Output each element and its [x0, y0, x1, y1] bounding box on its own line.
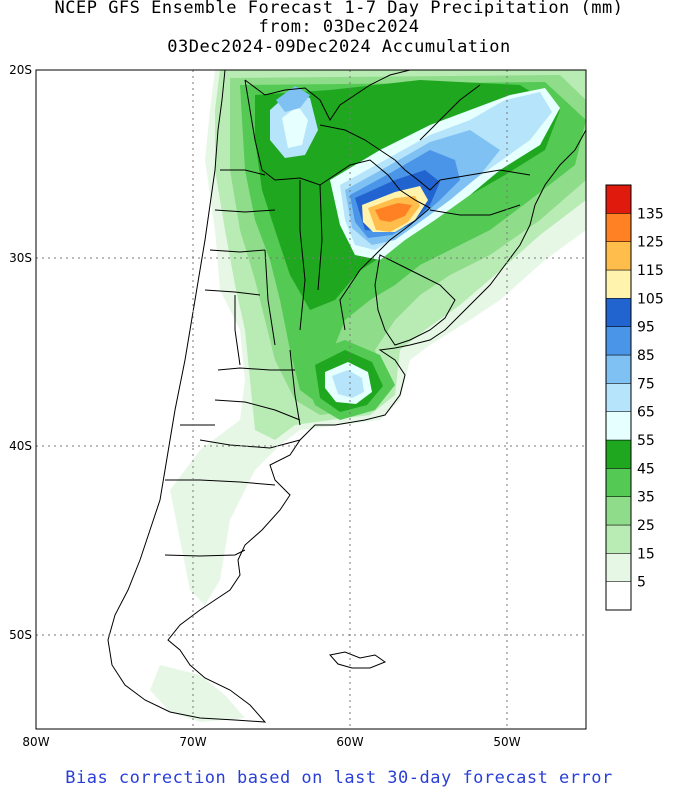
south-america-coastline [107, 70, 586, 723]
map-title-line2: from: 03Dec2024 [258, 17, 420, 37]
lon-label-70w: 70W [179, 735, 206, 749]
legend-swatch-5 [605, 439, 632, 469]
legend-swatch-13 [605, 213, 632, 242]
lon-label-50w: 50W [493, 735, 520, 749]
legend-label-95: 95 [637, 320, 655, 336]
legend-label-85: 85 [637, 348, 655, 364]
bolivia-border [244, 70, 411, 121]
map-gridlines [36, 70, 586, 729]
legend-label-45: 45 [637, 461, 655, 477]
bias-correction-note: Bias correction based on last 30-day for… [65, 768, 613, 788]
province-lines [164, 169, 323, 557]
precipitation-legend: 5 15 25 35 45 55 65 75 85 95 105 115 125 135 [605, 184, 664, 611]
lat-label-50s: 50S [9, 628, 32, 642]
lat-label-40s: 40S [9, 439, 32, 453]
country-borders [107, 70, 586, 723]
legend-swatch-1 [605, 553, 632, 582]
legend-label-25: 25 [637, 518, 655, 534]
legend-label-115: 115 [637, 263, 664, 279]
legend-label-5: 5 [637, 575, 646, 591]
legend-frame [605, 184, 632, 611]
argentina-border [244, 79, 431, 331]
map-title-line3: 03Dec2024-09Dec2024 Accumulation [167, 37, 511, 57]
legend-swatch-14 [605, 184, 632, 214]
legend-swatch-2 [605, 524, 632, 554]
precipitation-field [150, 70, 586, 722]
legend-label-55: 55 [637, 433, 655, 449]
map-frame [35, 69, 587, 730]
paraguay-border [319, 124, 441, 191]
precip-ba-spot-75 [332, 370, 364, 398]
legend-swatch-8 [605, 354, 632, 384]
legend-swatch-12 [605, 241, 632, 271]
lon-label-60w: 60W [336, 735, 363, 749]
precipitation-map: 20S 30S 40S 50S 80W 70W 60W 50W 5 15 25 35 4… [9, 63, 664, 749]
lat-label-20s: 20S [9, 63, 32, 77]
precip-15mm-south [150, 665, 245, 722]
uruguay-border [374, 254, 456, 346]
legend-label-75: 75 [637, 376, 655, 392]
legend-label-105: 105 [637, 291, 664, 307]
precip-nw-spot-inner [282, 106, 308, 148]
brazil-state-borders [419, 84, 531, 216]
legend-label-135: 135 [637, 206, 664, 222]
legend-swatch-3 [605, 496, 632, 526]
legend-swatch-11 [605, 269, 632, 299]
legend-swatch-0 [605, 581, 632, 611]
legend-swatch-4 [605, 468, 632, 497]
lon-label-80w: 80W [22, 735, 49, 749]
lat-label-30s: 30S [9, 251, 32, 265]
legend-label-35: 35 [637, 490, 655, 506]
legend-swatch-7 [605, 383, 632, 412]
legend-label-65: 65 [637, 405, 655, 421]
precip-nw-spot-core [276, 86, 310, 112]
legend-swatch-6 [605, 411, 632, 441]
legend-label-125: 125 [637, 235, 664, 251]
legend-swatch-10 [605, 298, 632, 327]
map-title-line1: NCEP GFS Ensemble Forecast 1-7 Day Preci… [54, 0, 624, 18]
legend-label-15: 15 [637, 546, 655, 562]
precip-135mm-region [375, 203, 412, 222]
legend-swatch-9 [605, 326, 632, 356]
